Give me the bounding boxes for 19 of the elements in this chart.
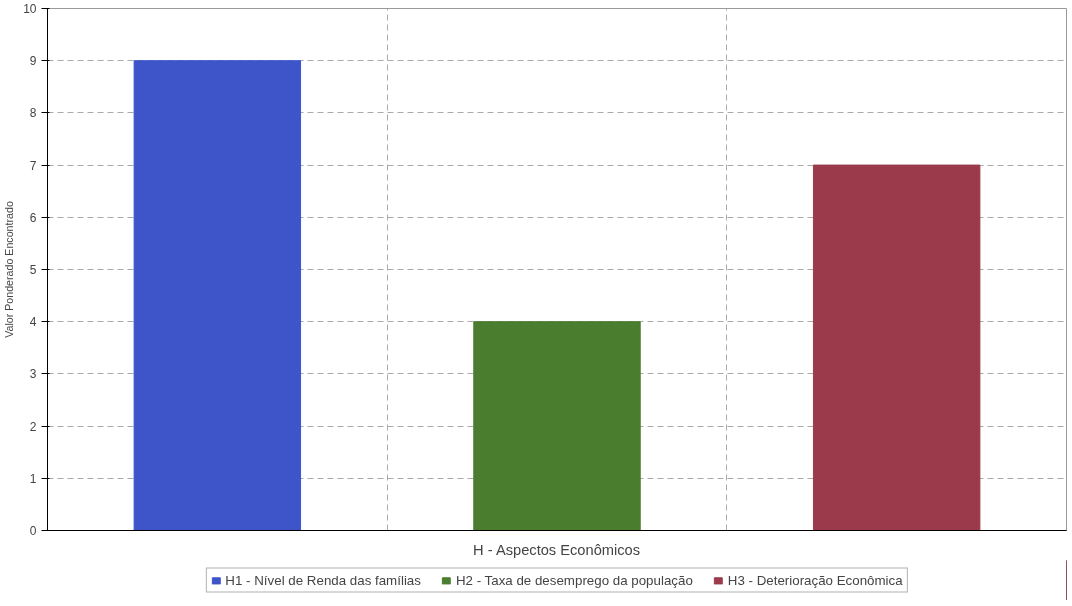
- y-tick-label: 3: [29, 367, 37, 382]
- y-axis-title: Valor Ponderado Encontrado: [3, 201, 16, 338]
- y-tick-label: 6: [29, 210, 37, 225]
- y-tick-label: 7: [29, 158, 37, 173]
- legend-label: H2 - Taxa de desemprego da população: [455, 572, 693, 588]
- y-tick-label: 9: [29, 54, 37, 69]
- legend-label: H3 - Deterioração Econômica: [727, 572, 903, 588]
- x-axis-title: H - Aspectos Econômicos: [473, 541, 641, 558]
- y-tick-label: 4: [29, 315, 37, 330]
- y-tick-label: 10: [23, 2, 37, 16]
- bar: [812, 164, 981, 531]
- y-tick-label: 5: [29, 263, 37, 277]
- bar: [133, 60, 302, 531]
- legend-label: H1 - Nível de Renda das famílias: [225, 572, 421, 588]
- bar: [473, 321, 641, 531]
- y-tick-label: 8: [29, 106, 37, 121]
- y-tick-label: 0: [29, 524, 37, 538]
- y-tick-label: 2: [29, 419, 37, 434]
- y-tick-label: 1: [29, 471, 37, 486]
